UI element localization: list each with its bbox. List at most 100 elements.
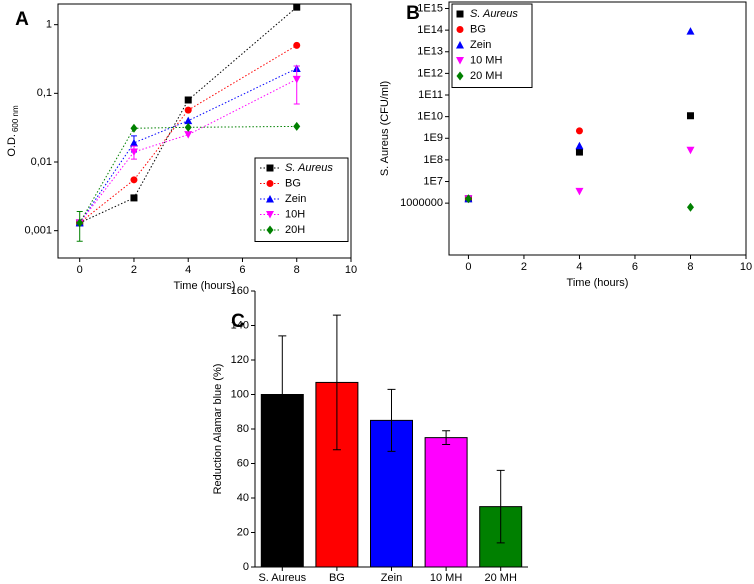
legend-marker [456, 41, 464, 49]
y-tick-label: 1E12 [417, 67, 443, 79]
panel-label: A [15, 9, 29, 30]
data-point [130, 123, 138, 133]
data-point [575, 148, 583, 156]
y-tick-label: 40 [237, 492, 249, 504]
x-tick-label: 0 [465, 261, 471, 273]
legend-marker [456, 71, 464, 81]
legend-box [451, 3, 533, 88]
y-tick-label: 80 [237, 423, 249, 435]
bar [424, 437, 468, 568]
legend-label: 20 MH [470, 70, 502, 82]
error-bar [387, 388, 396, 452]
x-tick-label: 4 [185, 264, 191, 276]
y-tick-label: 1E13 [417, 46, 443, 58]
y-tick-label: 0 [243, 561, 249, 573]
y-axis-label-sub: 600 nm [11, 105, 20, 132]
x-tick-label: Zein [381, 572, 402, 584]
y-axis-label: O.D. 600 nm [6, 105, 20, 157]
legend-marker [456, 26, 464, 33]
data-point [129, 138, 138, 147]
data-point [575, 141, 584, 150]
x-tick-label: 20 MH [484, 572, 516, 584]
x-tick-label: 10 MH [430, 572, 462, 584]
y-tick-label: 1E14 [417, 24, 443, 36]
data-point [575, 127, 583, 135]
legend-marker [266, 211, 274, 219]
data-point [293, 41, 301, 49]
series-line [79, 78, 297, 224]
data-point [184, 96, 192, 104]
y-tick-label: 0,1 [37, 87, 52, 99]
data-point [293, 3, 301, 11]
y-tick-label: 0,01 [31, 156, 52, 168]
y-tick-label: 1E11 [418, 89, 443, 101]
data-point [184, 131, 193, 139]
y-tick-label: 1E9 [423, 132, 443, 144]
panel-label: C [231, 311, 245, 332]
y-axis-label: Reduction Alamar blue (%) [212, 364, 224, 495]
legend-label: 20H [285, 224, 305, 236]
series-line [79, 125, 297, 224]
data-point [76, 218, 84, 228]
legend-marker [456, 10, 464, 18]
y-tick-label: 140 [231, 319, 249, 331]
x-tick-label: 8 [294, 264, 300, 276]
y-tick-label: 20 [237, 526, 249, 538]
data-point [686, 202, 694, 212]
legend-marker [266, 164, 274, 172]
legend-label: BG [285, 177, 301, 189]
data-point [184, 116, 193, 125]
error-bar [442, 430, 451, 446]
x-tick-label: 0 [77, 264, 83, 276]
error-bar [278, 335, 287, 454]
x-tick-label: 10 [740, 261, 752, 273]
y-tick-label: 120 [231, 354, 249, 366]
y-tick-label: 160 [231, 285, 249, 297]
data-point [686, 27, 695, 35]
legend-label: S. Aureus [470, 8, 518, 20]
data-point [575, 187, 584, 196]
legend-label: BG [470, 23, 486, 35]
y-tick-label: 1000000 [400, 197, 443, 209]
error-bar [496, 469, 505, 544]
legend-marker [456, 57, 464, 65]
data-point [184, 106, 192, 114]
data-point [686, 146, 695, 155]
series-line [79, 6, 298, 224]
y-tick-label: 1 [46, 19, 52, 31]
data-point [184, 122, 192, 132]
y-axis-label: S. Aureus (CFU/ml) [379, 81, 391, 176]
series-line [79, 44, 297, 224]
legend-marker [266, 195, 274, 203]
y-tick-label: 100 [231, 388, 249, 400]
data-point [464, 194, 472, 204]
x-tick-label: 10 [345, 264, 357, 276]
x-tick-label: 2 [131, 264, 137, 276]
x-axis-label: Time (hours) [567, 277, 629, 289]
x-tick-label: 6 [239, 264, 245, 276]
y-tick-label: 1E10 [417, 111, 443, 123]
legend-marker [266, 180, 274, 187]
y-tick-label: 60 [237, 457, 249, 469]
legend-label: 10 MH [470, 54, 502, 66]
y-axis-label-text: O.D. [6, 134, 18, 157]
x-tick-label: 2 [521, 261, 527, 273]
error-bar [293, 65, 300, 105]
data-point [686, 112, 694, 120]
x-tick-label: S. Aureus [258, 572, 306, 584]
legend-marker [266, 225, 274, 235]
panel-label: B [406, 3, 420, 24]
legend-label: S. Aureus [285, 162, 333, 174]
x-tick-label: 8 [687, 261, 693, 273]
data-point [130, 176, 138, 184]
data-point [130, 194, 138, 202]
x-tick-label: 4 [576, 261, 582, 273]
y-tick-label: 1E7 [423, 175, 443, 187]
data-point [292, 75, 301, 84]
legend-label: Zein [285, 193, 306, 205]
data-point [293, 121, 301, 131]
x-tick-label: 6 [632, 261, 638, 273]
legend-label: Zein [470, 39, 491, 51]
x-axis-label: Time (hours) [174, 280, 236, 292]
